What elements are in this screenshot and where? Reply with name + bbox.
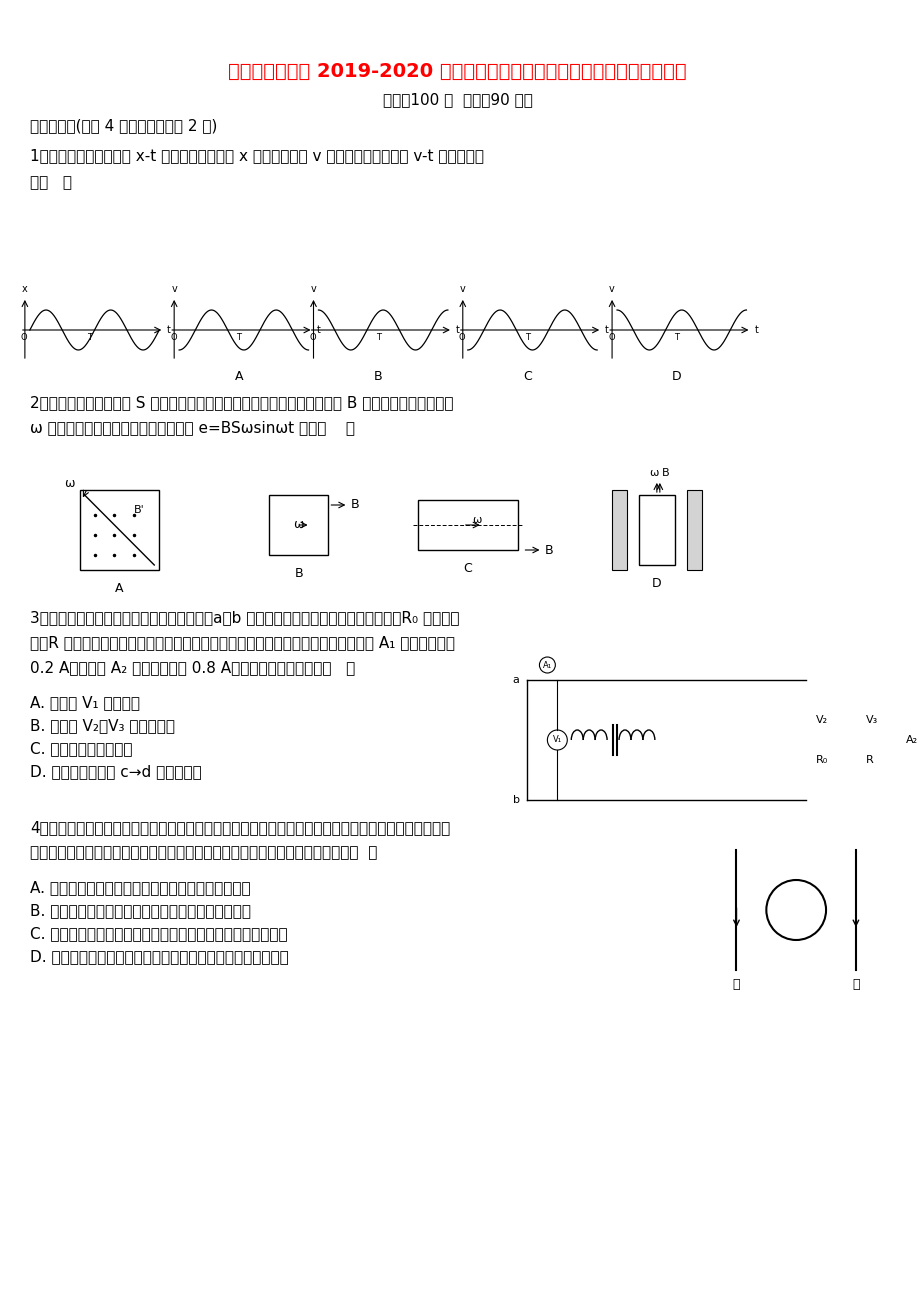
Text: 0.2 A，电流表 A₂ 的示数增大了 0.8 A，则下列说法正确的是（   ）: 0.2 A，电流表 A₂ 的示数增大了 0.8 A，则下列说法正确的是（ ）: [29, 660, 355, 674]
Bar: [686, 490, 701, 570]
Text: ω: ω: [293, 518, 303, 531]
Text: A₁: A₁: [542, 660, 551, 669]
Text: b: b: [512, 796, 519, 805]
Text: B: B: [294, 566, 302, 579]
Text: D: D: [652, 577, 661, 590]
Text: 左: 左: [732, 978, 740, 991]
Bar: [268, 495, 328, 555]
Text: D. 金属环向右侧直导线靠近时，环上的感应电流方向为逆时针: D. 金属环向右侧直导线靠近时，环上的感应电流方向为逆时针: [29, 949, 289, 963]
Text: T: T: [236, 333, 241, 342]
Text: O: O: [170, 333, 176, 342]
Text: D. 变阻器滑片是沿 c→d 的方向滑动: D. 变阻器滑片是沿 c→d 的方向滑动: [29, 764, 201, 779]
Text: 阻，R 为滑动变阻器。现将变阻器的滑片从一个位置滑动到另一位置，观察到电流表 A₁ 的示数增大了: 阻，R 为滑动变阻器。现将变阻器的滑片从一个位置滑动到另一位置，观察到电流表 A…: [29, 635, 454, 650]
Text: A: A: [115, 582, 123, 595]
Text: B: B: [373, 370, 382, 383]
Text: O: O: [607, 333, 614, 342]
Text: t: t: [605, 326, 608, 335]
Bar: [80, 490, 159, 570]
Text: ω 匀速转动，能产生正弦式交变电动势 e=BSωsinωt 的是（    ）: ω 匀速转动，能产生正弦式交变电动势 e=BSωsinωt 的是（ ）: [29, 421, 355, 435]
Text: T: T: [525, 333, 529, 342]
Text: ω: ω: [64, 477, 74, 490]
Text: T: T: [87, 333, 92, 342]
Text: A. 电压表 V₁ 示数增大: A. 电压表 V₁ 示数增大: [29, 695, 140, 710]
Text: T: T: [375, 333, 380, 342]
Bar: [611, 490, 627, 570]
Text: t: t: [455, 326, 460, 335]
Text: D: D: [671, 370, 681, 383]
Text: v: v: [311, 284, 316, 294]
Text: O: O: [459, 333, 465, 342]
Text: 安徽省太和中学 2019-2020 学年高二物理上学期第四次月考试题（实验班）: 安徽省太和中学 2019-2020 学年高二物理上学期第四次月考试题（实验班）: [228, 62, 686, 81]
Text: t: t: [316, 326, 320, 335]
Text: x: x: [22, 284, 28, 294]
Text: v: v: [171, 284, 176, 294]
Text: V₃: V₃: [865, 715, 877, 725]
Text: 右: 右: [851, 978, 858, 991]
Text: O: O: [21, 333, 28, 342]
Text: ω: ω: [648, 467, 658, 478]
Text: A: A: [234, 370, 243, 383]
Text: 总分：100 分  时间：90 分钟: 总分：100 分 时间：90 分钟: [382, 92, 532, 107]
Text: t: t: [167, 326, 171, 335]
Text: C: C: [463, 562, 471, 575]
Text: O: O: [309, 333, 316, 342]
Text: 2、如图所示，面积均为 S 的单匝线圈绕其对称轴或中心轴在磁感应强度为 B 的匀强磁场中以角速度: 2、如图所示，面积均为 S 的单匝线圈绕其对称轴或中心轴在磁感应强度为 B 的匀…: [29, 395, 453, 410]
Text: C. 该变压器起升压作用: C. 该变压器起升压作用: [29, 741, 132, 756]
Text: 1、质点做简谐运动，其 x-t 关系如图所示，以 x 轴正向为速度 v 的正方向，该质点的 v-t 关系是图中: 1、质点做简谐运动，其 x-t 关系如图所示，以 x 轴正向为速度 v 的正方向…: [29, 148, 483, 163]
Text: B: B: [350, 499, 358, 512]
Text: v: v: [460, 284, 465, 294]
Text: 4、如图所示，一圆形金属环与两固定的平行长直导线在同一竖直平面内，环的圆心与两导线距离相等，: 4、如图所示，一圆形金属环与两固定的平行长直导线在同一竖直平面内，环的圆心与两导…: [29, 820, 449, 835]
Text: 3、如图所示电路中，变压器为理想变压器，a、b 接在电压有效值不变的交流电源两端，R₀ 为定值电: 3、如图所示电路中，变压器为理想变压器，a、b 接在电压有效值不变的交流电源两端…: [29, 611, 459, 625]
Text: 环的直径小于两导线间距。两导线中通有大小相等、方向均向下的恒定电流，则（  ）: 环的直径小于两导线间距。两导线中通有大小相等、方向均向下的恒定电流，则（ ）: [29, 845, 377, 861]
Text: V₁: V₁: [552, 736, 562, 745]
Text: B. 电压表 V₂、V₃ 示数均增大: B. 电压表 V₂、V₃ 示数均增大: [29, 717, 175, 733]
Text: t: t: [754, 326, 757, 335]
Text: 一、选择题(每题 4 分，对而不全得 2 分): 一、选择题(每题 4 分，对而不全得 2 分): [29, 118, 217, 133]
Text: R₀: R₀: [815, 755, 827, 766]
Text: B. 金属环向下运动时，环上的感应电流方向为顺时针: B. 金属环向下运动时，环上的感应电流方向为顺时针: [29, 904, 251, 918]
Bar: [639, 495, 674, 565]
Text: 的（   ）: 的（ ）: [29, 174, 72, 190]
Text: v: v: [608, 284, 614, 294]
Text: C: C: [523, 370, 531, 383]
Text: B: B: [544, 543, 552, 556]
Text: B: B: [661, 467, 669, 478]
Text: A₂: A₂: [904, 736, 917, 745]
Text: B': B': [134, 505, 145, 516]
Text: A. 金属环向上运动时，环上的感应电流方向为顺时针: A. 金属环向上运动时，环上的感应电流方向为顺时针: [29, 880, 250, 894]
Text: C. 金属环向左侧直导线靠近时，环上的感应电流方向为逆时针: C. 金属环向左侧直导线靠近时，环上的感应电流方向为逆时针: [29, 926, 287, 941]
Text: R: R: [865, 755, 873, 766]
Text: a: a: [512, 674, 519, 685]
Text: T: T: [674, 333, 678, 342]
Text: V₂: V₂: [815, 715, 827, 725]
Bar: [417, 500, 517, 549]
Text: ω: ω: [472, 516, 482, 525]
